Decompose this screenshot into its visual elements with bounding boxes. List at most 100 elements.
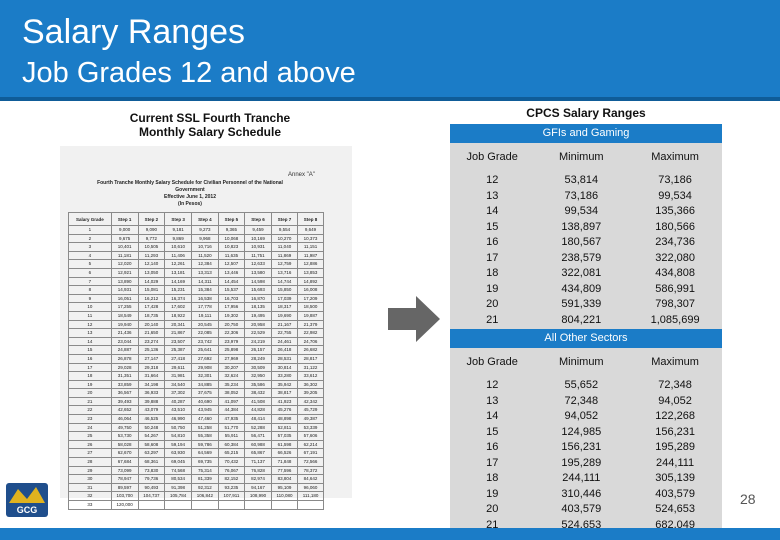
table-cell: 60,988	[244, 439, 272, 450]
table-cell: 55,358	[191, 431, 219, 441]
table-row: 7 13,890 14,029 14,169 14,311 14,454 14,598 14,…	[68, 276, 324, 287]
table-cell: 23	[68, 414, 112, 424]
table-cell: 30,207	[217, 362, 246, 373]
table-cell: 10	[68, 302, 112, 312]
table-cell: 80,534	[164, 474, 193, 484]
table-cell: 48,898	[270, 414, 299, 424]
table-cell: 11,040	[270, 242, 299, 252]
table-cell: 24,887	[110, 345, 139, 355]
table-cell: 33,612	[297, 371, 324, 381]
table-cell: 17,428	[137, 302, 166, 312]
table-cell: 24,461	[270, 336, 299, 347]
table-row: 14 94,052 122,268	[450, 409, 722, 425]
minimum-cell: 238,579	[561, 251, 602, 264]
table-cell: 14,892	[297, 276, 324, 287]
other-sectors-range-table: All Other Sectors Job Grade Minimum Maxi…	[450, 329, 722, 535]
minimum-cell: 524,653	[561, 518, 602, 531]
job-grade-cell: 17	[486, 456, 499, 469]
table-cell: 14,598	[244, 276, 272, 287]
table-cell: 14,744	[270, 276, 299, 287]
table-cell: 11,406	[164, 250, 193, 261]
table-cell: 12,633	[244, 259, 272, 269]
table-cell: 10,931	[244, 242, 272, 252]
table-cell: 61,598	[270, 439, 299, 450]
table-cell: 31,351	[110, 371, 139, 381]
table-cell: 32,624	[217, 371, 246, 381]
table-row: 6 12,921 13,050 13,181 13,313 13,446 13,580 13,…	[68, 267, 324, 278]
job-grade-cell: 21	[486, 313, 499, 326]
table-cell: 9,181	[164, 225, 193, 235]
title-banner	[0, 0, 780, 97]
table-row: 20 36,567 36,933 37,302 37,675 38,052 38,432 38…	[68, 388, 324, 398]
table-cell: 29	[68, 465, 112, 476]
table-cell: 21,650	[137, 328, 166, 338]
table-cell: 41,508	[244, 396, 272, 407]
table-cell: 18,922	[164, 310, 193, 321]
job-grade-cell: 12	[486, 379, 499, 391]
table-cell: 14	[68, 336, 112, 347]
table-cell: 108,990	[244, 491, 272, 501]
table-cell: 9,554	[270, 225, 299, 235]
table-row: 4 11,181 11,293 11,406 11,520 11,635 11,751 11,…	[68, 250, 324, 261]
other-header-row: Job Grade Minimum Maximum	[450, 348, 722, 376]
table-row: 19 310,446 403,579	[450, 487, 722, 503]
table-cell: 93,235	[217, 482, 246, 493]
table-cell: 48,414	[244, 414, 272, 424]
table-cell: 38,817	[270, 388, 299, 398]
table-cell: 43,945	[191, 405, 219, 416]
col-maximum: Maximum	[651, 151, 699, 163]
table-cell: 26,682	[297, 345, 324, 355]
table-cell: 45,276	[270, 405, 299, 416]
table-cell: 27,969	[217, 353, 246, 364]
table-cell: 84,642	[297, 474, 324, 484]
page-number: 28	[740, 491, 756, 507]
table-cell: 11,869	[270, 250, 299, 261]
table-cell: 50,248	[137, 422, 166, 433]
table-cell: 9,649	[297, 225, 324, 235]
table-cell: 14,931	[110, 285, 139, 295]
table-cell: 47,460	[191, 414, 219, 424]
table-cell: 18,500	[297, 302, 324, 312]
table-cell: 65,215	[217, 448, 246, 459]
maximum-cell: 99,534	[658, 189, 692, 202]
table-cell: 42,652	[110, 405, 139, 416]
table-cell: 28,817	[297, 353, 324, 364]
job-grade-cell: 17	[486, 251, 499, 264]
table-cell: 14,311	[191, 276, 219, 287]
table-cell: 95,109	[270, 482, 299, 493]
table-cell: 22	[68, 405, 112, 416]
table-cell: 25,136	[137, 345, 166, 355]
table-row: 9 16,051 16,212 16,374 16,538 16,703 16,870 17,…	[68, 293, 324, 304]
table-cell: 18,317	[270, 302, 299, 312]
table-cell: 21	[68, 396, 112, 407]
table-cell: 110,080	[270, 491, 299, 501]
maximum-cell: 434,808	[655, 267, 695, 279]
table-row: 15 124,985 156,231	[450, 425, 722, 441]
col-minimum: Minimum	[558, 356, 604, 368]
maximum-cell: 244,111	[656, 456, 695, 469]
table-cell: 11,987	[297, 250, 324, 261]
schedule-title-line: Government	[175, 187, 205, 193]
table-row: 18 31,351 31,664 31,981 32,301 32,624 32,950 33…	[68, 371, 324, 381]
table-cell: 25,898	[217, 345, 246, 355]
table-cell: 35,942	[270, 379, 299, 390]
table-row: 15 24,887 25,136 25,387 25,641 25,898 26,157 26…	[68, 345, 324, 355]
table-cell: 35,586	[244, 379, 272, 390]
table-cell: 10,373	[297, 233, 324, 244]
minimum-cell: 322,081	[561, 267, 602, 279]
table-cell: 13,716	[270, 267, 299, 278]
table-cell: 9	[68, 293, 112, 304]
table-cell	[270, 500, 299, 510]
table-cell: 59,786	[191, 439, 219, 450]
table-cell: 44,384	[217, 405, 246, 416]
table-row: 25 53,730 54,267 54,810 55,358 55,911 56,471 57…	[68, 431, 324, 441]
table-cell: 54,810	[164, 431, 193, 441]
table-cell: 4	[68, 250, 112, 261]
minimum-cell: 591,339	[561, 298, 602, 310]
table-cell: 70,432	[217, 457, 246, 467]
maximum-cell: 524,653	[655, 503, 695, 515]
table-cell: 12,507	[217, 259, 246, 269]
job-grade-cell: 14	[486, 410, 499, 422]
table-cell: 24,219	[244, 336, 272, 347]
schedule-title: Fourth Tranche Monthly Salary Schedule f…	[80, 180, 300, 208]
